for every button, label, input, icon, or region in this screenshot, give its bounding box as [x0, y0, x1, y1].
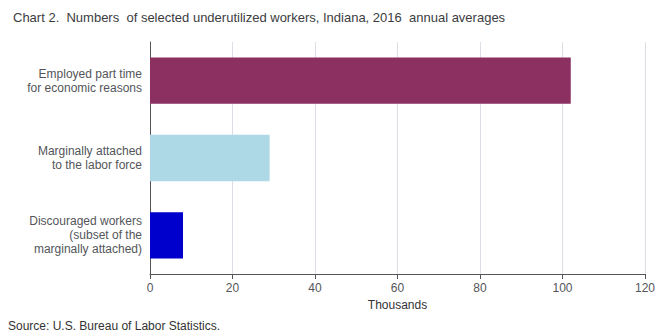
- svg-text:40: 40: [308, 281, 322, 295]
- svg-text:100: 100: [552, 281, 572, 295]
- svg-text:(subset of the: (subset of the: [69, 228, 142, 242]
- svg-text:Source: U.S. Bureau of Labor S: Source: U.S. Bureau of Labor Statistics.: [8, 319, 220, 333]
- svg-text:for economic reasons: for economic reasons: [27, 81, 142, 95]
- svg-text:120: 120: [635, 281, 655, 295]
- svg-text:Marginally attached: Marginally attached: [38, 144, 142, 158]
- svg-text:60: 60: [391, 281, 405, 295]
- svg-text:to the labor force: to the labor force: [52, 158, 142, 172]
- svg-text:Employed part time: Employed part time: [39, 67, 143, 81]
- svg-text:marginally attached): marginally attached): [34, 242, 142, 256]
- svg-text:Thousands: Thousands: [368, 298, 427, 312]
- svg-text:20: 20: [226, 281, 240, 295]
- svg-text:80: 80: [473, 281, 487, 295]
- svg-text:0: 0: [147, 281, 154, 295]
- svg-text:Chart 2. Numbers of selected: Chart 2. Numbers of selected underutiliz…: [13, 10, 506, 25]
- svg-text:Discouraged workers: Discouraged workers: [29, 214, 142, 228]
